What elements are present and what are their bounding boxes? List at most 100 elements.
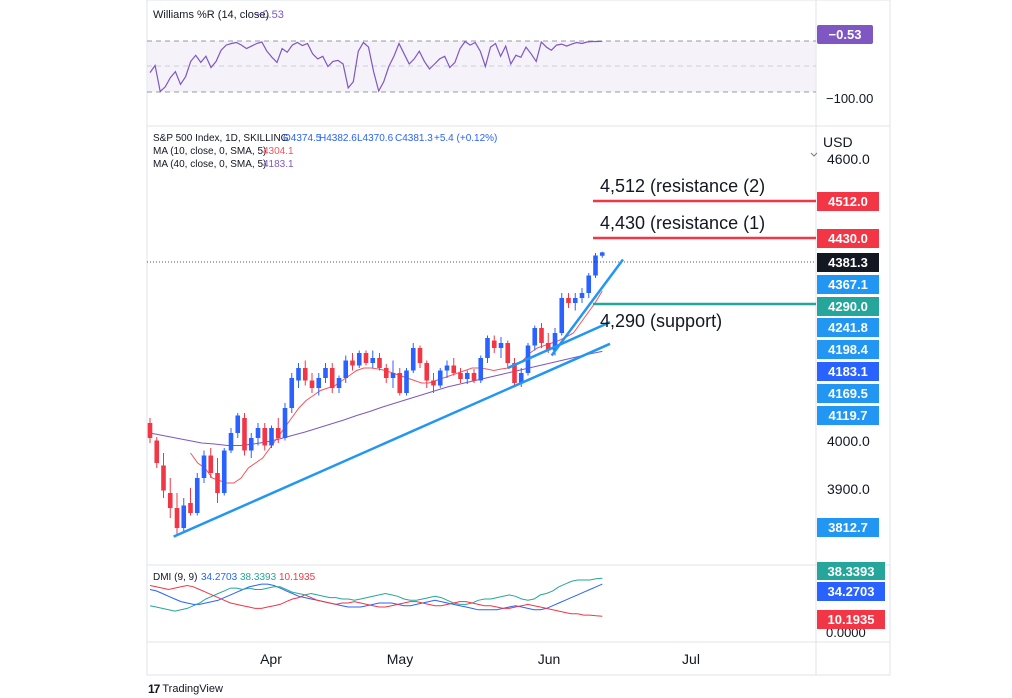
ma40-legend-label: MA (40, close, 0, SMA, 5) [153, 159, 266, 170]
candle-body[interactable] [242, 418, 247, 451]
candle-body[interactable] [579, 293, 585, 298]
svg-text:3812.7: 3812.7 [828, 520, 868, 535]
resistance-2-label: 4,512 (resistance (2) [600, 176, 765, 196]
candle-body[interactable] [458, 373, 463, 379]
candle-body[interactable] [336, 378, 342, 388]
candle-body[interactable] [201, 455, 207, 479]
candle-body[interactable] [275, 428, 281, 438]
candle-body[interactable] [599, 252, 605, 256]
candle-body[interactable] [431, 380, 436, 386]
candle-body[interactable] [235, 415, 241, 434]
candle-body[interactable] [248, 438, 254, 451]
williams-r-min-label: −100.00 [826, 91, 873, 106]
candle-body[interactable] [269, 428, 274, 446]
candle-body[interactable] [208, 455, 214, 474]
candle-body[interactable] [593, 255, 598, 276]
williams-r-legend-value: −0.53 [256, 9, 284, 21]
candle-body[interactable] [559, 298, 565, 333]
svg-text:4198.4: 4198.4 [828, 342, 869, 357]
trend-lines [173, 258, 625, 538]
dmi-adx-line [149, 583, 603, 611]
candle-body[interactable] [167, 493, 173, 508]
candle-body[interactable] [404, 370, 409, 394]
price-tag-support: 4290.0 [817, 297, 879, 316]
candle-body[interactable] [309, 380, 315, 389]
candle-body[interactable] [154, 440, 160, 464]
candle-body[interactable] [161, 465, 166, 491]
candle-body[interactable] [296, 368, 301, 381]
price-axis-tick-3900: 3900.0 [827, 481, 870, 497]
candle-body[interactable] [566, 298, 571, 303]
candle-body[interactable] [437, 370, 443, 386]
williams-r-title: Williams %R (14, close) [153, 9, 269, 21]
candle-body[interactable] [512, 363, 517, 383]
candle-body[interactable] [444, 365, 450, 371]
candle-body[interactable] [383, 368, 389, 378]
williams-r-band [147, 41, 816, 92]
candle-body[interactable] [215, 473, 220, 493]
candle-body[interactable] [397, 373, 403, 393]
candle-body[interactable] [188, 503, 193, 513]
ma40-legend-value: 4183.1 [263, 159, 294, 170]
candle-body[interactable] [491, 340, 497, 349]
candle-body[interactable] [552, 333, 558, 351]
candle-body[interactable] [228, 433, 234, 451]
candle-body[interactable] [174, 508, 180, 528]
candle-body[interactable] [545, 343, 551, 351]
candle-body[interactable] [498, 343, 504, 348]
candle-body[interactable] [282, 408, 288, 438]
candle-body[interactable] [377, 358, 382, 368]
candle-body[interactable] [478, 358, 484, 381]
dmi-pane: DMI (9, 9) 34.2703 38.3393 10.1935 0.000… [149, 562, 885, 640]
candle-body[interactable] [147, 423, 153, 438]
candle-body[interactable] [485, 338, 490, 358]
candle-body[interactable] [316, 378, 322, 388]
trend-line-1[interactable] [173, 342, 611, 538]
resistance-1-label: 4,430 (resistance (1) [600, 213, 765, 233]
candle-body[interactable] [302, 368, 308, 381]
price-tag-3812: 3812.7 [817, 518, 879, 537]
candle-body[interactable] [532, 328, 538, 346]
candle-body[interactable] [289, 378, 295, 408]
candle-body[interactable] [518, 373, 524, 383]
price-tag-4241: 4241.8 [817, 318, 879, 337]
candle-body[interactable] [471, 373, 477, 381]
candle-body[interactable] [356, 353, 362, 366]
candle-body[interactable] [417, 348, 423, 363]
dmi-adx-tag: 34.2703 [817, 582, 885, 601]
price-legend-open: O4374.5 [283, 133, 322, 144]
svg-text:4381.3: 4381.3 [828, 255, 868, 270]
dmi-plus-legend: 38.3393 [240, 572, 277, 583]
tradingview-logo[interactable]: 17 TradingView [148, 682, 223, 696]
candle-body[interactable] [410, 348, 416, 371]
candle-body[interactable] [424, 363, 430, 381]
candle-body[interactable] [370, 358, 376, 363]
x-tick-apr: Apr [260, 651, 282, 667]
chevron-down-icon[interactable] [810, 152, 818, 157]
currency-label: USD [823, 134, 853, 150]
candle-body[interactable] [363, 353, 369, 363]
candle-body[interactable] [329, 368, 335, 388]
candle-body[interactable] [262, 428, 268, 446]
candle-body[interactable] [505, 343, 511, 363]
candle-body[interactable] [451, 365, 457, 374]
candle-body[interactable] [343, 360, 349, 379]
dmi-minus-line [149, 584, 603, 617]
candle-body[interactable] [221, 450, 227, 494]
candle-body[interactable] [390, 373, 396, 378]
chart-frame [146, 0, 891, 676]
dmi-minus-legend: 10.1935 [279, 572, 316, 583]
trend-line-3[interactable] [550, 258, 625, 357]
candle-body[interactable] [350, 360, 355, 366]
candle-body[interactable] [255, 428, 261, 438]
candle-body[interactable] [586, 275, 592, 294]
candle-body[interactable] [181, 505, 187, 529]
candle-body[interactable] [572, 298, 578, 303]
candle-body[interactable] [464, 373, 470, 379]
dmi-title: DMI (9, 9) [153, 572, 197, 583]
candle-body[interactable] [194, 478, 200, 513]
x-tick-jul: Jul [682, 651, 700, 667]
candle-body[interactable] [539, 328, 544, 343]
candle-body[interactable] [323, 368, 328, 378]
